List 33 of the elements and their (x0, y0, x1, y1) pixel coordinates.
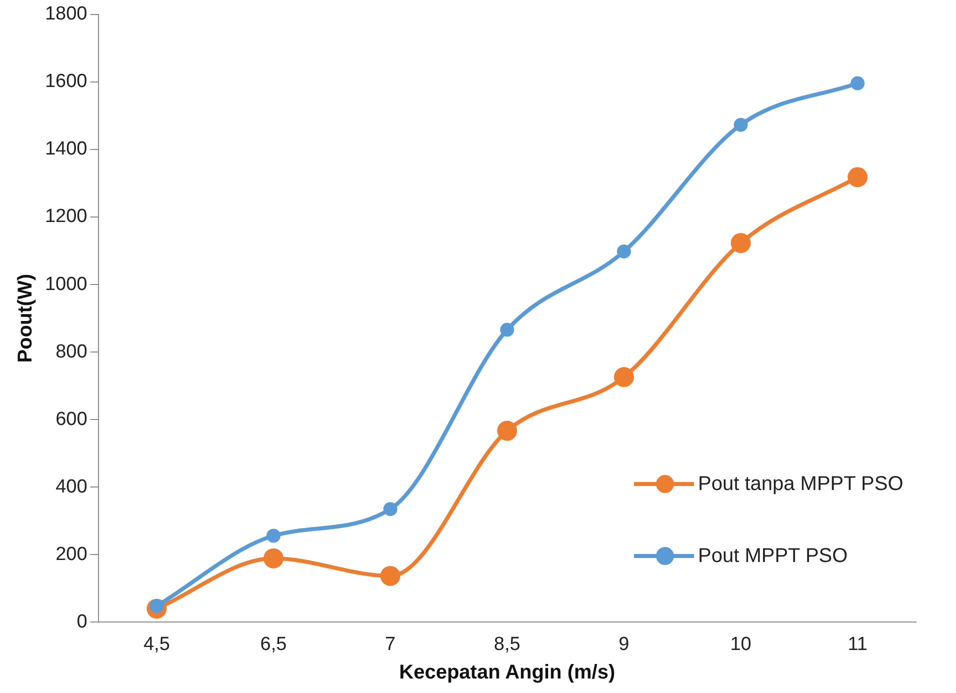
x-tick-label: 7 (385, 634, 396, 655)
point (380, 566, 400, 586)
point (383, 502, 398, 516)
point (850, 76, 865, 90)
x-tick-label: 11 (848, 634, 868, 655)
x-tick-label: 10 (730, 634, 752, 655)
x-tick-label: 8,5 (494, 634, 520, 655)
y-tick-label: 600 (56, 408, 88, 430)
legend-label: Pout tanpa MPPT PSO (698, 472, 904, 496)
point (848, 167, 868, 188)
x-tick-label: 4,5 (143, 634, 170, 655)
point (730, 233, 751, 253)
y-axis-title: Poout(W) (14, 274, 37, 363)
point (266, 528, 280, 543)
y-tick-label: 400 (56, 476, 88, 498)
y-tick-label: 200 (56, 544, 88, 565)
y-tick-label: 1600 (44, 71, 88, 92)
y-tick-label: 800 (56, 341, 88, 362)
legend-label: Pout MPPT PSO (698, 544, 848, 568)
y-tick-label: 1000 (44, 274, 88, 295)
point (263, 548, 284, 568)
point (614, 367, 634, 388)
x-axis-title: Kecepatan Angin (m/s) (399, 662, 616, 684)
point (497, 420, 518, 441)
y-tick-label: 1200 (44, 206, 88, 228)
point (500, 322, 514, 337)
y-tick-label: 0 (76, 611, 88, 632)
y-tick-label: 1800 (44, 4, 88, 25)
point (734, 118, 748, 132)
x-tick-label: 9 (618, 634, 630, 655)
x-tick-label: 6,5 (260, 634, 287, 655)
point (616, 244, 631, 258)
y-tick-label: 1400 (44, 138, 88, 160)
